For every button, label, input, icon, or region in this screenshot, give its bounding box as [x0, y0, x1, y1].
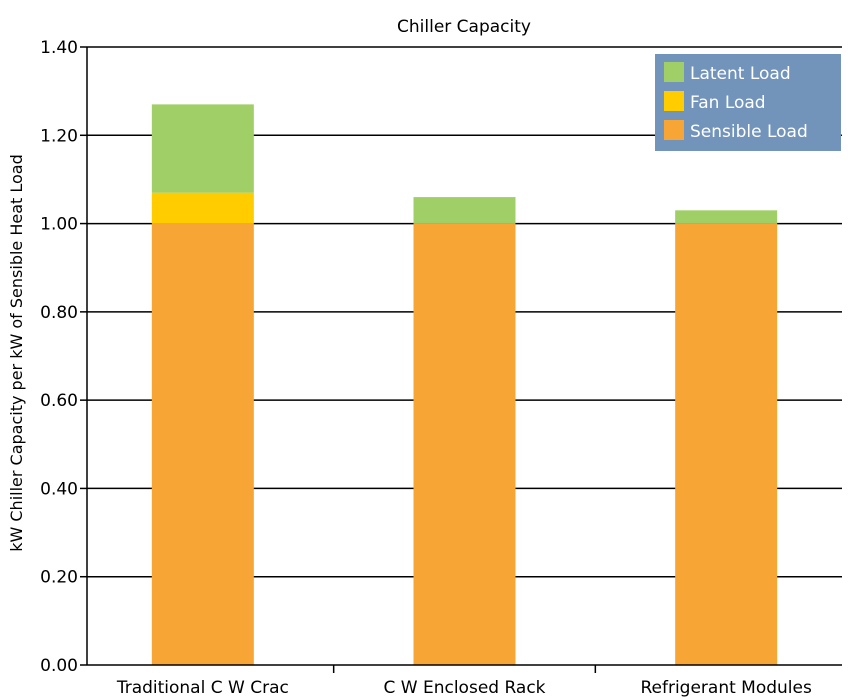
y-tick-label: 0.20	[40, 568, 78, 588]
y-tick-label: 0.80	[40, 303, 78, 323]
bar-segment-sensible-load	[675, 223, 778, 666]
chart-title: Chiller Capacity	[397, 17, 531, 37]
x-tick-label: Refrigerant Modules	[640, 678, 812, 698]
bar-segment-sensible-load	[151, 223, 254, 666]
y-tick-label: 0.60	[40, 391, 78, 411]
bar-segment-sensible-load	[413, 223, 516, 666]
legend-swatch	[664, 120, 684, 140]
bar-segment-latent-load	[675, 210, 778, 224]
legend-swatch	[664, 62, 684, 82]
x-tick-label: C W Enclosed Rack	[383, 678, 545, 698]
y-tick-label: 0.40	[40, 479, 78, 499]
axes	[80, 46, 842, 673]
legend-label: Latent Load	[690, 64, 791, 84]
y-tick-labels: 0.00 0.20 0.40 0.60 0.80 1.00 1.20 1.40	[40, 38, 78, 676]
bar-segment-latent-load	[413, 197, 516, 224]
legend-label: Fan Load	[690, 93, 766, 113]
y-tick-label: 1.00	[40, 215, 78, 235]
y-tick-label: 1.40	[40, 38, 78, 58]
y-tick-label: 1.20	[40, 126, 78, 146]
legend-swatch	[664, 91, 684, 111]
y-axis-label: kW Chiller Capacity per kW of Sensible H…	[7, 154, 26, 552]
bars	[151, 104, 778, 666]
legend-box	[655, 54, 841, 151]
x-tick-label: Traditional C W Crac	[116, 678, 289, 698]
bar-segment-fan-load	[151, 192, 254, 224]
legend: Latent Load Fan Load Sensible Load	[655, 54, 841, 151]
legend-label: Sensible Load	[690, 122, 808, 142]
bar-segment-latent-load	[151, 104, 254, 193]
x-tick-labels: Traditional C W Crac C W Enclosed Rack Ref…	[116, 678, 812, 698]
y-tick-label: 0.00	[40, 656, 78, 676]
